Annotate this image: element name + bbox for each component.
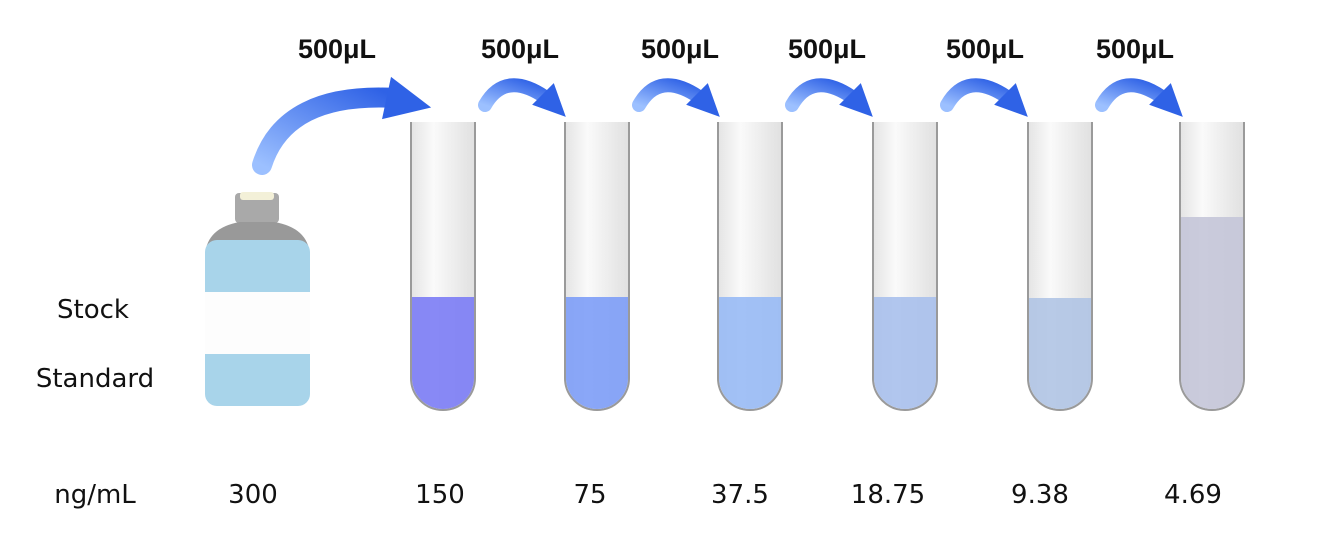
tube-liquid: [874, 297, 936, 409]
tube-liquid: [719, 297, 781, 409]
arrow-head: [994, 83, 1028, 117]
transfer-arrow: [632, 78, 706, 112]
arrow-head: [686, 83, 720, 117]
transfer-arrow: [785, 78, 859, 112]
arrow-head: [532, 83, 566, 117]
arrow-head: [382, 76, 432, 120]
transfer-label: 500μL: [641, 34, 719, 64]
concentration: 37.5: [711, 480, 769, 510]
tube-liquid: [412, 297, 474, 409]
unit-label: ng/mL: [54, 480, 136, 510]
transfer-arrow: [252, 87, 405, 175]
tube-liquid: [566, 297, 628, 409]
arrow-head: [1149, 83, 1183, 117]
concentration: 4.69: [1164, 480, 1222, 510]
transfer-label: 500μL: [481, 34, 559, 64]
concentration: 75: [573, 480, 606, 510]
transfer-arrow: [1095, 78, 1169, 112]
transfer-label: 500μL: [298, 34, 376, 64]
concentration: 150: [415, 480, 465, 510]
transfer-label: 500μL: [1096, 34, 1174, 64]
arrow-head: [839, 83, 873, 117]
transfer-label: 500μL: [946, 34, 1024, 64]
concentration: 18.75: [851, 480, 925, 510]
stock-bottle: [205, 192, 310, 406]
transfer-label: 500μL: [788, 34, 866, 64]
stock-label: Standard: [36, 364, 154, 394]
stock-label: Stock: [57, 295, 129, 325]
tube-liquid: [1181, 217, 1243, 409]
concentration: 9.38: [1011, 480, 1069, 510]
transfer-arrow: [940, 78, 1014, 112]
tube-liquid: [1029, 298, 1091, 409]
concentration: 300: [228, 480, 278, 510]
transfer-arrow: [478, 78, 552, 112]
